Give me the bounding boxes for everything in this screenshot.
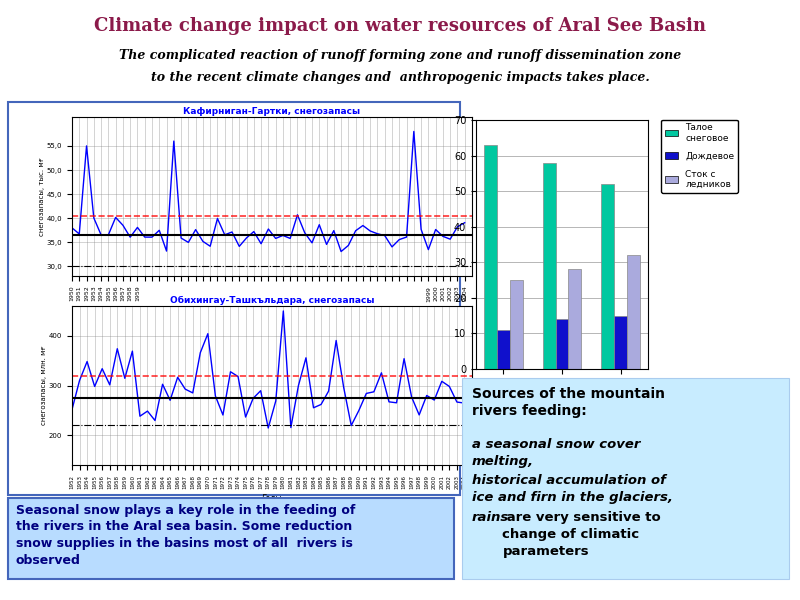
X-axis label: Годы: Годы — [262, 307, 282, 316]
Title: Обихингау-Ташкъльдара, снегозапасы: Обихингау-Ташкъльдара, снегозапасы — [170, 296, 374, 305]
Bar — [602, 184, 614, 369]
Bar — [497, 330, 510, 369]
Bar — [627, 255, 640, 369]
Text: historical accumulation of
ice and firn in the glaciers,: historical accumulation of ice and firn … — [472, 474, 673, 504]
Bar — [542, 163, 555, 369]
Text: rains: rains — [472, 511, 510, 524]
Bar — [569, 269, 582, 369]
Text: Seasonal snow plays a key role in the feeding of
the rivers in the Aral sea basi: Seasonal snow plays a key role in the fe… — [16, 504, 355, 566]
Text: The complicated reaction of runoff forming zone and runoff dissemination zone: The complicated reaction of runoff formi… — [119, 49, 681, 62]
Bar — [510, 280, 522, 369]
Text: Climate change impact on water resources of Aral See Basin: Climate change impact on water resources… — [94, 17, 706, 35]
Title: Кафирниган-Гартки, снегозапасы: Кафирниган-Гартки, снегозапасы — [183, 107, 361, 116]
Text: a seasonal snow cover
melting,: a seasonal snow cover melting, — [472, 438, 640, 468]
X-axis label: Годы: Годы — [262, 494, 282, 503]
Bar — [484, 145, 497, 369]
Y-axis label: снегозапасы, тыс. мғ: снегозапасы, тыс. мғ — [39, 157, 45, 236]
Bar — [614, 316, 627, 369]
Text: to the recent climate changes and  anthropogenic impacts takes place.: to the recent climate changes and anthro… — [150, 71, 650, 84]
Legend: Талое
снеговое, Дождевое, Сток с
ледников: Талое снеговое, Дождевое, Сток с леднико… — [661, 119, 738, 193]
Bar — [555, 319, 569, 369]
Text: Sources of the mountain
rivers feeding:: Sources of the mountain rivers feeding: — [472, 387, 665, 418]
Y-axis label: снегозапасы, млн. мғ: снегозапасы, млн. мғ — [42, 346, 47, 425]
Text: are very sensitive to
change of climatic
parameters: are very sensitive to change of climatic… — [502, 511, 661, 558]
